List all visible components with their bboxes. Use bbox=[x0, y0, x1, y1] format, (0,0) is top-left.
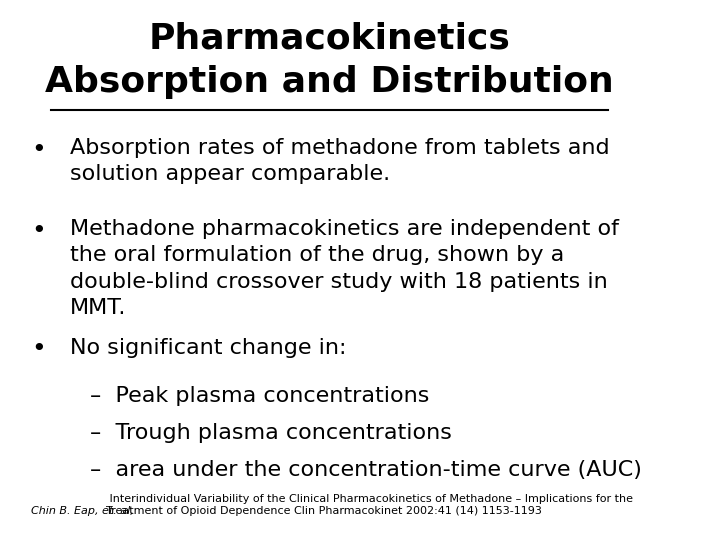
Text: –  Trough plasma concentrations: – Trough plasma concentrations bbox=[90, 423, 451, 443]
Text: Chin B. Eap, et. al,: Chin B. Eap, et. al, bbox=[31, 505, 134, 516]
Text: –  area under the concentration-time curve (AUC): – area under the concentration-time curv… bbox=[90, 460, 642, 480]
Text: No significant change in:: No significant change in: bbox=[70, 338, 347, 357]
Text: –  Peak plasma concentrations: – Peak plasma concentrations bbox=[90, 386, 429, 406]
Text: Absorption and Distribution: Absorption and Distribution bbox=[45, 65, 614, 99]
Text: Pharmacokinetics: Pharmacokinetics bbox=[148, 22, 510, 56]
Text: •: • bbox=[31, 219, 46, 242]
Text: •: • bbox=[31, 338, 46, 361]
Text: •: • bbox=[31, 138, 46, 161]
Text: Methadone pharmacokinetics are independent of
the oral formulation of the drug, : Methadone pharmacokinetics are independe… bbox=[70, 219, 619, 318]
Text: Interindividual Variability of the Clinical Pharmacokinetics of Methadone – Impl: Interindividual Variability of the Clini… bbox=[106, 494, 633, 516]
Text: Absorption rates of methadone from tablets and
solution appear comparable.: Absorption rates of methadone from table… bbox=[70, 138, 610, 184]
